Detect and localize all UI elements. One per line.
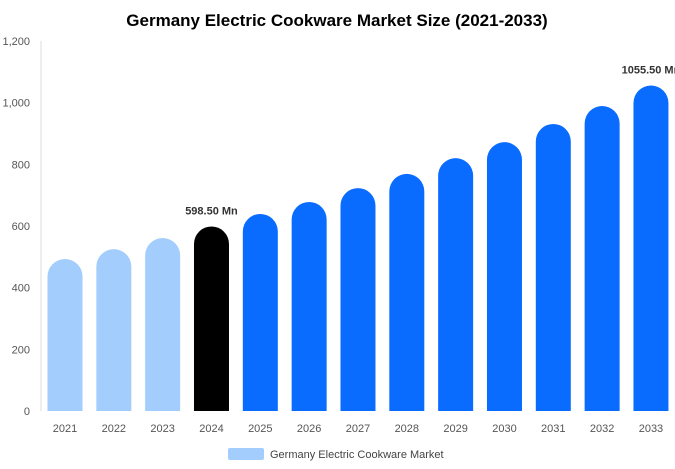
x-tick-label: 2025: [248, 423, 272, 435]
chart-title: Germany Electric Cookware Market Size (2…: [126, 11, 547, 30]
y-tick-label: 800: [12, 159, 30, 171]
data-label: 598.50 Mn: [185, 205, 238, 217]
x-tick-label: 2029: [443, 423, 467, 435]
bar-2026[interactable]: [291, 201, 327, 411]
y-tick-label: 1,200: [2, 36, 30, 48]
bar-2032[interactable]: [584, 106, 620, 411]
x-tick-label: 2033: [639, 423, 663, 435]
x-tick-label: 2021: [53, 423, 77, 435]
y-tick-label: 1,000: [2, 98, 30, 110]
x-tick-label: 2024: [199, 423, 223, 435]
x-tick-label: 2026: [297, 423, 321, 435]
x-tick-label: 2030: [492, 423, 516, 435]
y-tick-label: 600: [12, 221, 30, 233]
bar-2021[interactable]: [47, 258, 83, 411]
legend[interactable]: Germany Electric Cookware Market: [228, 448, 444, 461]
bar-2024[interactable]: [193, 226, 229, 411]
x-tick-label: 2023: [150, 423, 174, 435]
data-label: 1055.50 Mn: [622, 65, 675, 77]
y-tick-label: 0: [24, 406, 30, 418]
legend-label: Germany Electric Cookware Market: [270, 449, 444, 461]
bar-2028[interactable]: [389, 173, 425, 411]
bar-2033[interactable]: [633, 85, 669, 411]
x-tick-label: 2027: [346, 423, 370, 435]
bar-2029[interactable]: [438, 158, 474, 411]
y-tick-label: 200: [12, 344, 30, 356]
x-tick-label: 2031: [541, 423, 565, 435]
bar-2027[interactable]: [340, 188, 376, 411]
y-tick-label: 400: [12, 283, 30, 295]
bar-2031[interactable]: [535, 123, 571, 411]
bar-2025[interactable]: [242, 213, 278, 411]
legend-swatch: [228, 448, 264, 460]
bar-2023[interactable]: [145, 238, 181, 411]
x-tick-label: 2028: [395, 423, 419, 435]
x-tick-label: 2022: [102, 423, 126, 435]
bar-2022[interactable]: [96, 249, 132, 411]
x-tick-label: 2032: [590, 423, 614, 435]
bar-2030[interactable]: [486, 142, 522, 412]
